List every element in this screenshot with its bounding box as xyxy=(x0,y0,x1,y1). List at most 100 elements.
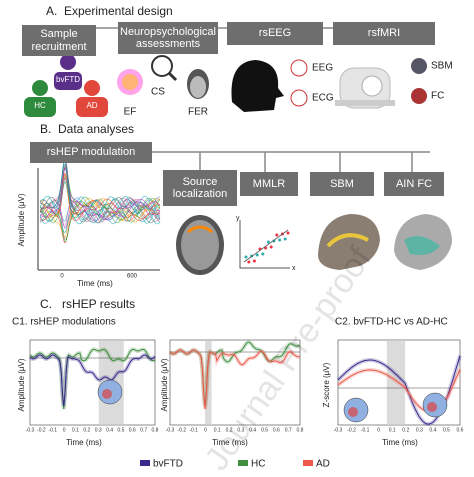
analysis-box: MMLR xyxy=(240,172,298,196)
group-label: bvFTD xyxy=(56,75,80,84)
brain-image xyxy=(318,214,380,270)
panel-title: rsHEP results xyxy=(62,297,135,311)
x-tick-label: 0.5 xyxy=(261,427,268,433)
icon xyxy=(361,75,383,97)
x-label: Time (ms) xyxy=(382,438,418,447)
x-tick-label: 0.3 xyxy=(237,427,244,433)
icon xyxy=(335,100,395,106)
x-tick-label: 0.6 xyxy=(129,427,136,433)
icon xyxy=(231,60,284,112)
x-tick-label: -0.3 xyxy=(334,427,343,433)
waveforms xyxy=(39,156,161,244)
x-tick-label: -0.1 xyxy=(48,427,57,433)
connector xyxy=(152,151,430,172)
curve xyxy=(29,348,156,410)
axis-label: y xyxy=(236,215,240,222)
point xyxy=(261,252,265,256)
analysis-box: SBM xyxy=(310,172,374,196)
x-tick-label: 0.8 xyxy=(152,427,159,433)
panel-letter: A. xyxy=(46,4,57,18)
icon xyxy=(76,97,108,117)
x-tick-label: 0 xyxy=(63,427,66,433)
frame xyxy=(169,339,301,426)
x-tick-label: 0 xyxy=(377,427,380,433)
brain-image xyxy=(404,236,440,255)
group-label: AD xyxy=(86,101,97,110)
x-tick-label: 0.5 xyxy=(117,427,124,433)
point xyxy=(252,259,256,263)
icon xyxy=(151,55,173,77)
x-tick-label: 0 xyxy=(204,427,207,433)
x-tick-label: 0.2 xyxy=(83,427,90,433)
icon xyxy=(60,54,76,70)
x-tick-label: 0.4 xyxy=(249,427,256,433)
axis-label: x xyxy=(292,265,296,272)
x-tick-label: 0.2 xyxy=(226,427,233,433)
curve xyxy=(29,354,156,407)
waveform xyxy=(39,167,161,222)
panel-title: Data analyses xyxy=(58,122,134,136)
waveform xyxy=(39,198,161,243)
x-tick-label: 600 xyxy=(127,274,138,280)
point xyxy=(269,245,273,249)
topomap xyxy=(102,389,112,399)
point xyxy=(266,240,270,244)
x-tick-label: 0.3 xyxy=(95,427,102,433)
band xyxy=(28,352,157,407)
shaded-window xyxy=(205,340,212,425)
point xyxy=(244,255,248,259)
x-label: Time (ms) xyxy=(66,438,102,447)
point xyxy=(283,237,287,241)
icon xyxy=(24,97,56,117)
waveform xyxy=(39,198,161,238)
legend-label: bvFTD xyxy=(153,459,183,470)
mri-label: SBM xyxy=(431,61,453,72)
icon xyxy=(122,74,138,90)
icon xyxy=(167,71,178,82)
result-plots: -0.3 -0.2 -0.1 0 0.1 0.2 0.3 0.4 0.5 0.6 0.7 0.8 -0.… xyxy=(26,339,464,433)
x-tick-label: 0.1 xyxy=(72,427,79,433)
x-tick-label: 0.7 xyxy=(285,427,292,433)
x-tick-label: 0.4 xyxy=(106,427,113,433)
point xyxy=(278,238,282,242)
legend-swatch xyxy=(140,460,150,466)
x-tick-label: 0.5 xyxy=(443,427,450,433)
frame xyxy=(29,339,156,426)
point xyxy=(255,253,259,257)
x-tick-label: -0.1 xyxy=(361,427,370,433)
panel-letter: C. xyxy=(40,297,52,311)
assessment-label: FER xyxy=(188,107,208,118)
legend-label: AD xyxy=(316,459,330,470)
assessment-label: CS xyxy=(151,87,165,98)
x-tick-label: 0.1 xyxy=(214,427,221,433)
waveform xyxy=(39,176,161,224)
point xyxy=(286,231,290,235)
x-tick-label: -0.1 xyxy=(189,427,198,433)
panel-letter: B. xyxy=(40,122,51,136)
x-tick-label: 0.3 xyxy=(416,427,423,433)
x-tick-label: 0.2 xyxy=(402,427,409,433)
topomap xyxy=(427,402,437,412)
icon xyxy=(411,58,427,74)
x-tick-label: 0.4 xyxy=(429,427,436,433)
icon xyxy=(54,72,82,90)
x-tick-label: 0.8 xyxy=(297,427,304,433)
brain-image xyxy=(326,233,369,248)
icon xyxy=(290,89,308,107)
step-box: Neuropsychological assessments xyxy=(118,22,218,54)
group-label: HC xyxy=(34,101,46,110)
brain-image xyxy=(187,225,213,234)
y-label: Amplitude (μV) xyxy=(160,358,169,411)
signal-label: EEG xyxy=(312,63,333,74)
icon xyxy=(411,88,427,104)
panel-title: Experimental design xyxy=(64,4,173,18)
scatter-points xyxy=(243,229,290,264)
y-label: Z-score (μV) xyxy=(322,362,331,407)
x-tick-label: 0.1 xyxy=(389,427,396,433)
x-tick-label: -0.3 xyxy=(166,427,175,433)
icon xyxy=(32,80,48,96)
point xyxy=(275,233,279,237)
legend-swatch xyxy=(238,460,248,466)
